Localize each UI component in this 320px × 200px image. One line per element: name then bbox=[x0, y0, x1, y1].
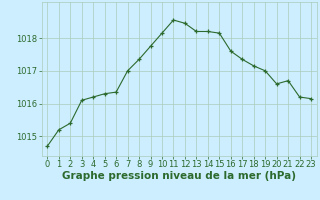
X-axis label: Graphe pression niveau de la mer (hPa): Graphe pression niveau de la mer (hPa) bbox=[62, 171, 296, 181]
